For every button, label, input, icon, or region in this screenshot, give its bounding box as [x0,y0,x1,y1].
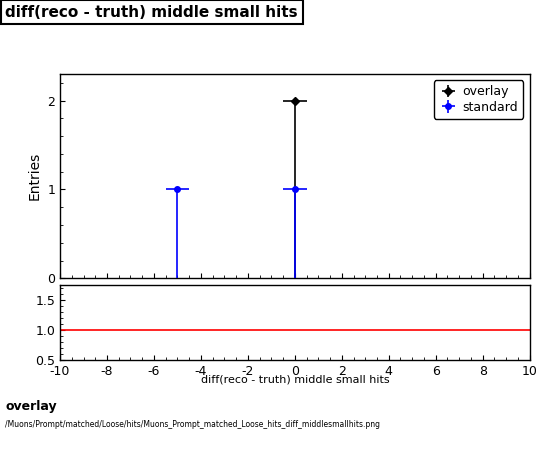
Legend: overlay, standard: overlay, standard [434,80,524,119]
Text: diff(reco - truth) middle small hits: diff(reco - truth) middle small hits [5,5,298,19]
Text: /Muons/Prompt/matched/Loose/hits/Muons_Prompt_matched_Loose_hits_diff_middlesmal: /Muons/Prompt/matched/Loose/hits/Muons_P… [5,420,381,429]
Text: overlay: overlay [5,400,57,413]
Y-axis label: Entries: Entries [28,152,41,201]
Text: diff(reco - truth) middle small hits: diff(reco - truth) middle small hits [200,374,389,384]
